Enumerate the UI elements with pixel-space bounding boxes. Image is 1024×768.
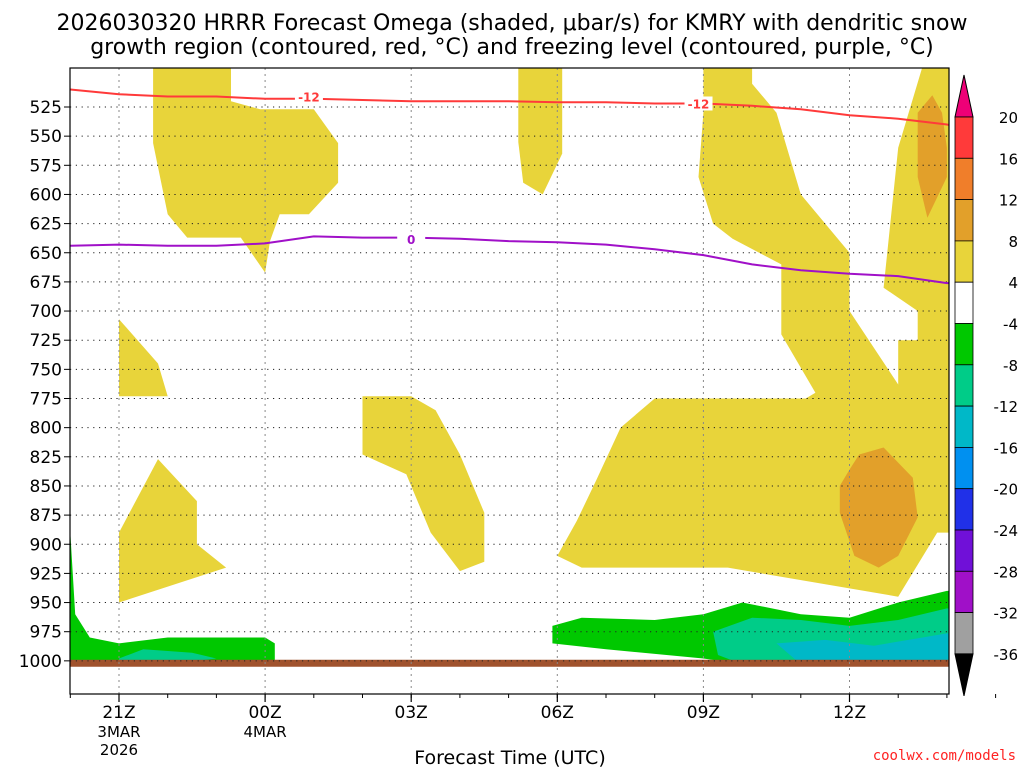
- colorbar-label--28: -28: [994, 563, 1019, 581]
- credit-text: coolwx.com/models: [873, 748, 1016, 764]
- colorbar-top-arrow: [954, 74, 974, 118]
- colorbar-swatch-4: [954, 281, 974, 324]
- colorbar-label-20: 20: [999, 109, 1018, 127]
- colorbar-swatch-9: [954, 488, 974, 531]
- colorbar-label--16: -16: [994, 439, 1019, 457]
- y-tick-label-975: 975: [30, 623, 62, 643]
- y-tick-label-525: 525: [30, 98, 62, 118]
- colorbar-swatch-3: [954, 240, 974, 283]
- y-tick-label-725: 725: [30, 331, 62, 351]
- y-tick-label-750: 750: [30, 360, 62, 380]
- x-tick-label-00Z: 00Z: [248, 703, 281, 723]
- y-tick-label-600: 600: [30, 185, 62, 205]
- y-tick-label-625: 625: [30, 215, 62, 235]
- chart-title-line-2: growth region (contoured, red, °C) and f…: [90, 35, 934, 60]
- rising-orange-lower-right: [839, 447, 918, 568]
- colorbar-label--8: -8: [1003, 357, 1018, 375]
- colorbar-swatch-6: [954, 364, 974, 407]
- x-tick-sublabel-21Z-1: 2026: [100, 741, 138, 759]
- colorbar-label--24: -24: [994, 522, 1019, 540]
- y-tick-label-575: 575: [30, 156, 62, 176]
- rising-yellow-left-low: [119, 459, 227, 603]
- colorbar-swatch-11: [954, 570, 974, 613]
- colorbar: 20 16 12 8 4 -4 -8 -12 -16 -20 -24 -28 -32 -36: [954, 74, 1019, 697]
- dendritic-minus-12-label-0: -12: [298, 91, 320, 105]
- dendritic-minus-12-label-bg-0: [294, 89, 323, 104]
- colorbar-label--4: -4: [1003, 316, 1018, 334]
- rising-orange-upper-right: [917, 95, 947, 218]
- grid: [70, 68, 949, 694]
- y-axis-ticks: 525 550 575 600 625 650 675 700 725 750 775 800 825 8…: [19, 98, 70, 672]
- y-tick-label-800: 800: [30, 419, 62, 439]
- colorbar-swatch-2: [954, 199, 974, 242]
- y-tick-label-875: 875: [30, 506, 62, 526]
- colorbar-swatch-12: [954, 612, 974, 655]
- x-tick-sublabel-21Z-0: 3MAR: [97, 723, 140, 741]
- plot-frame: [69, 67, 950, 695]
- rising-yellow-upper-left: [153, 68, 339, 273]
- colorbar-bottom-arrow: [954, 653, 974, 697]
- y-tick-label-700: 700: [30, 302, 62, 322]
- rising-yellow-mid-low: [362, 396, 485, 572]
- x-axis-title: Forecast Time (UTC): [414, 747, 605, 768]
- freezing-level-zero: [70, 235, 949, 285]
- x-tick-label-21Z: 21Z: [102, 703, 135, 723]
- colorbar-label--36: -36: [994, 646, 1019, 664]
- dendritic-minus-12: [70, 88, 949, 127]
- y-tick-label-775: 775: [30, 390, 62, 410]
- y-tick-label-1000: 1000: [19, 652, 62, 672]
- sinking-green-left: [70, 532, 275, 665]
- y-tick-label-550: 550: [30, 127, 62, 147]
- colorbar-label-16: 16: [999, 150, 1018, 168]
- x-tick-sublabel-00Z-0: 4MAR: [244, 723, 287, 741]
- y-tick-label-650: 650: [30, 244, 62, 264]
- freezing-level-zero-label-bg-0: [397, 231, 426, 246]
- contour-lines: -12 -12 0: [70, 88, 949, 285]
- colorbar-label-12: 12: [999, 192, 1018, 210]
- freezing-level-zero-label-0: 0: [407, 233, 415, 247]
- y-tick-label-850: 850: [30, 477, 62, 497]
- rising-yellow-left-mid: [119, 319, 168, 397]
- colorbar-swatch-8: [954, 446, 974, 490]
- colorbar-label--32: -32: [994, 605, 1019, 623]
- rising-yellow-right-band: [557, 68, 949, 597]
- dendritic-minus-12-label-bg-1: [684, 96, 713, 111]
- colorbar-swatch-7: [954, 405, 974, 448]
- y-tick-label-900: 900: [30, 535, 62, 555]
- colorbar-swatch-1: [954, 157, 974, 201]
- y-tick-label-925: 925: [30, 564, 62, 584]
- dendritic-minus-12-label-1: -12: [688, 98, 710, 112]
- colorbar-label-4: 4: [1008, 274, 1018, 292]
- x-tick-label-09Z: 09Z: [687, 703, 720, 723]
- colorbar-swatch-0: [954, 116, 974, 159]
- x-tick-label-03Z: 03Z: [395, 703, 428, 723]
- surface-terrain: [70, 659, 949, 667]
- colorbar-label-8: 8: [1008, 233, 1018, 251]
- sinking-cyan-right: [776, 632, 949, 665]
- y-tick-label-675: 675: [30, 273, 62, 293]
- colorbar-label--20: -20: [994, 481, 1019, 499]
- colorbar-swatch-5: [954, 323, 974, 366]
- colorbar-label--12: -12: [994, 398, 1019, 416]
- x-tick-label-06Z: 06Z: [541, 703, 574, 723]
- chart-title-line-1: 2026030320 HRRR Forecast Omega (shaded, …: [57, 11, 968, 36]
- omega-shading: [70, 68, 949, 694]
- colorbar-swatch-10: [954, 529, 974, 572]
- y-tick-label-825: 825: [30, 448, 62, 468]
- x-tick-label-12Z: 12Z: [833, 703, 866, 723]
- rising-yellow-upper-mid: [518, 68, 563, 195]
- y-tick-label-950: 950: [30, 594, 62, 614]
